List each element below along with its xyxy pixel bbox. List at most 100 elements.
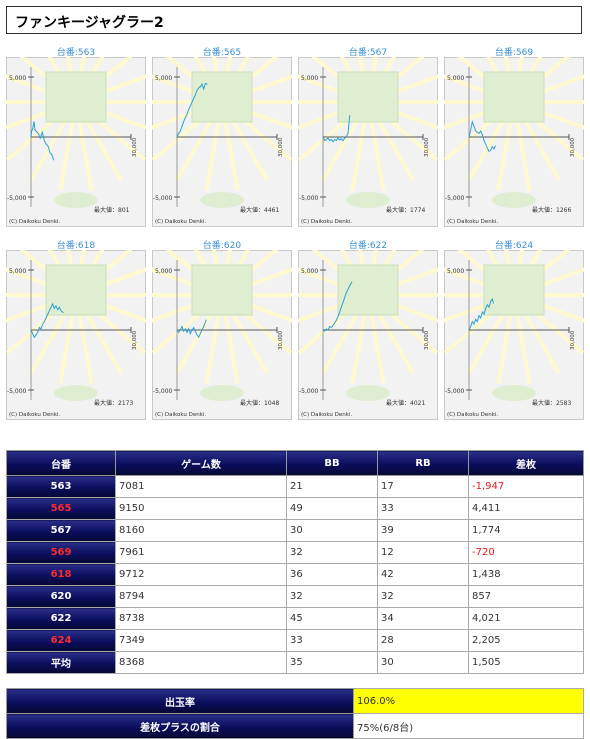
slump-graph: 5,000 -5,000 30,000 最大値：1266 (C) Daikoku Den… xyxy=(444,57,584,227)
max-value-label: 最大値：4461 xyxy=(240,206,279,214)
rb-cell: 42 xyxy=(377,563,469,586)
diff-cell: -1,947 xyxy=(468,475,584,498)
plus-ratio-row: 差枚プラスの割合 75%(6/8台) xyxy=(6,713,584,739)
slump-line xyxy=(176,319,207,339)
max-value-label: 最大値：1048 xyxy=(240,399,279,407)
slump-graph: 5,000 -5,000 30,000 最大値：4461 (C) Daikoku Den… xyxy=(152,57,292,227)
table-row: 565 9150 49 33 4,411 xyxy=(6,497,584,520)
decor-logo-block xyxy=(45,71,107,123)
copyright-label: (C) Daikoku Denki. xyxy=(447,412,498,418)
chart-frame: 5,000 -5,000 30,000 最大値：1048 (C) Daikoku Den… xyxy=(152,250,292,420)
slump-line xyxy=(322,281,353,332)
rb-cell: 32 xyxy=(377,585,469,608)
slump-line xyxy=(176,82,208,138)
y-tick-label-bottom: -5,000 xyxy=(153,388,173,395)
y-tick-label-top: 5,000 xyxy=(301,75,318,82)
max-value-label: 最大値：801 xyxy=(94,206,130,214)
summary-table: 出玉率 106.0% 差枚プラスの割合 75%(6/8台) xyxy=(6,688,584,739)
games-cell: 7349 xyxy=(115,629,287,652)
chart-panel: 台番:624 5,000 -5,000 30,000 最大値：2583 (C) Daiko… xyxy=(444,238,584,422)
decor-logo-oval xyxy=(54,192,98,208)
chart-machine-label: 台番:565 xyxy=(202,48,242,58)
table-row: 563 7081 21 17 -1,947 xyxy=(6,475,584,498)
decor-logo-oval xyxy=(346,192,390,208)
decor-logo-oval xyxy=(200,385,244,401)
x-tick-label: 30,000 xyxy=(570,137,576,157)
copyright-label: (C) Daikoku Denki. xyxy=(301,219,352,225)
y-tick-label-bottom: -5,000 xyxy=(299,388,319,395)
x-tick-label: 30,000 xyxy=(424,137,430,157)
y-tick-label-bottom: -5,000 xyxy=(7,388,27,395)
y-tick-label-top: 5,000 xyxy=(9,75,26,82)
diff-cell: 1,774 xyxy=(468,519,584,542)
table-row: 620 8794 32 32 857 xyxy=(6,585,584,608)
x-tick-label: 30,000 xyxy=(570,330,576,350)
decor-logo-block xyxy=(337,264,399,316)
slump-line xyxy=(30,302,64,339)
bb-cell: 32 xyxy=(286,541,378,564)
y-tick-label-top: 5,000 xyxy=(447,268,464,275)
machine-id-cell: 563 xyxy=(6,475,116,498)
diff-cell: 4,021 xyxy=(468,607,584,630)
diff-cell: 4,411 xyxy=(468,497,584,520)
machine-id-cell: 565 xyxy=(6,497,116,520)
y-tick-label-top: 5,000 xyxy=(155,268,172,275)
copyright-label: (C) Daikoku Denki. xyxy=(155,219,206,225)
slump-graph: 5,000 -5,000 30,000 最大値：4021 (C) Daikoku Den… xyxy=(298,250,438,420)
chart-machine-label: 台番:624 xyxy=(494,241,534,251)
chart-frame: 5,000 -5,000 30,000 最大値：1774 (C) Daikoku Den… xyxy=(298,57,438,227)
copyright-label: (C) Daikoku Denki. xyxy=(9,219,60,225)
copyright-label: (C) Daikoku Denki. xyxy=(301,412,352,418)
rb-cell: 30 xyxy=(377,651,469,674)
rb-cell: 12 xyxy=(377,541,469,564)
plus-ratio-value: 75%(6/8台) xyxy=(353,713,584,739)
bb-cell: 33 xyxy=(286,629,378,652)
col-header-games: ゲーム数 xyxy=(115,450,287,476)
bb-cell: 32 xyxy=(286,585,378,608)
rb-cell: 39 xyxy=(377,519,469,542)
table-row: 平均 8368 35 30 1,505 xyxy=(6,651,584,674)
games-cell: 9712 xyxy=(115,563,287,586)
chart-panel: 台番:565 5,000 -5,000 30,000 最大値：4461 (C) Daiko… xyxy=(152,45,292,229)
max-value-label: 最大値：1774 xyxy=(386,206,425,214)
y-tick-label-bottom: -5,000 xyxy=(445,388,465,395)
y-tick-label-top: 5,000 xyxy=(301,268,318,275)
page-title-box: ファンキージャグラー2 xyxy=(6,6,582,34)
table-row: 567 8160 30 39 1,774 xyxy=(6,519,584,542)
slump-line xyxy=(322,115,351,143)
slump-line xyxy=(468,297,494,331)
table-row: 618 9712 36 42 1,438 xyxy=(6,563,584,586)
decor-logo-block xyxy=(191,264,253,316)
diff-cell: 1,438 xyxy=(468,563,584,586)
chart-machine-label: 台番:563 xyxy=(56,48,96,58)
max-value-label: 最大値：1266 xyxy=(532,206,571,214)
diff-cell: 1,505 xyxy=(468,651,584,674)
slump-graph: 5,000 -5,000 30,000 最大値：2173 (C) Daikoku Den… xyxy=(6,250,146,420)
chart-frame: 5,000 -5,000 30,000 最大値：4021 (C) Daikoku Den… xyxy=(298,250,438,420)
x-tick-label: 30,000 xyxy=(132,330,138,350)
x-tick-label: 30,000 xyxy=(278,137,284,157)
decor-logo-block xyxy=(483,71,545,123)
bb-cell: 21 xyxy=(286,475,378,498)
slump-graph: 5,000 -5,000 30,000 最大値：1048 (C) Daikoku Den… xyxy=(152,250,292,420)
chart-frame: 5,000 -5,000 30,000 最大値：4461 (C) Daikoku Den… xyxy=(152,57,292,227)
chart-machine-label: 台番:620 xyxy=(202,241,242,251)
decor-logo-oval xyxy=(492,192,536,208)
decor-logo-oval xyxy=(54,385,98,401)
y-tick-label-bottom: -5,000 xyxy=(153,195,173,202)
chart-frame: 5,000 -5,000 30,000 最大値：2173 (C) Daikoku Den… xyxy=(6,250,146,420)
diff-cell: -720 xyxy=(468,541,584,564)
games-cell: 8794 xyxy=(115,585,287,608)
table-row: 624 7349 33 28 2,205 xyxy=(6,629,584,652)
games-cell: 7961 xyxy=(115,541,287,564)
games-cell: 8368 xyxy=(115,651,287,674)
games-cell: 7081 xyxy=(115,475,287,498)
bb-cell: 35 xyxy=(286,651,378,674)
table-row: 622 8738 45 34 4,021 xyxy=(6,607,584,630)
rb-cell: 17 xyxy=(377,475,469,498)
slump-graph: 5,000 -5,000 30,000 最大値：2583 (C) Daikoku Den… xyxy=(444,250,584,420)
slump-line xyxy=(468,120,496,153)
machine-id-cell: 620 xyxy=(6,585,116,608)
x-tick-label: 30,000 xyxy=(132,137,138,157)
diff-cell: 2,205 xyxy=(468,629,584,652)
